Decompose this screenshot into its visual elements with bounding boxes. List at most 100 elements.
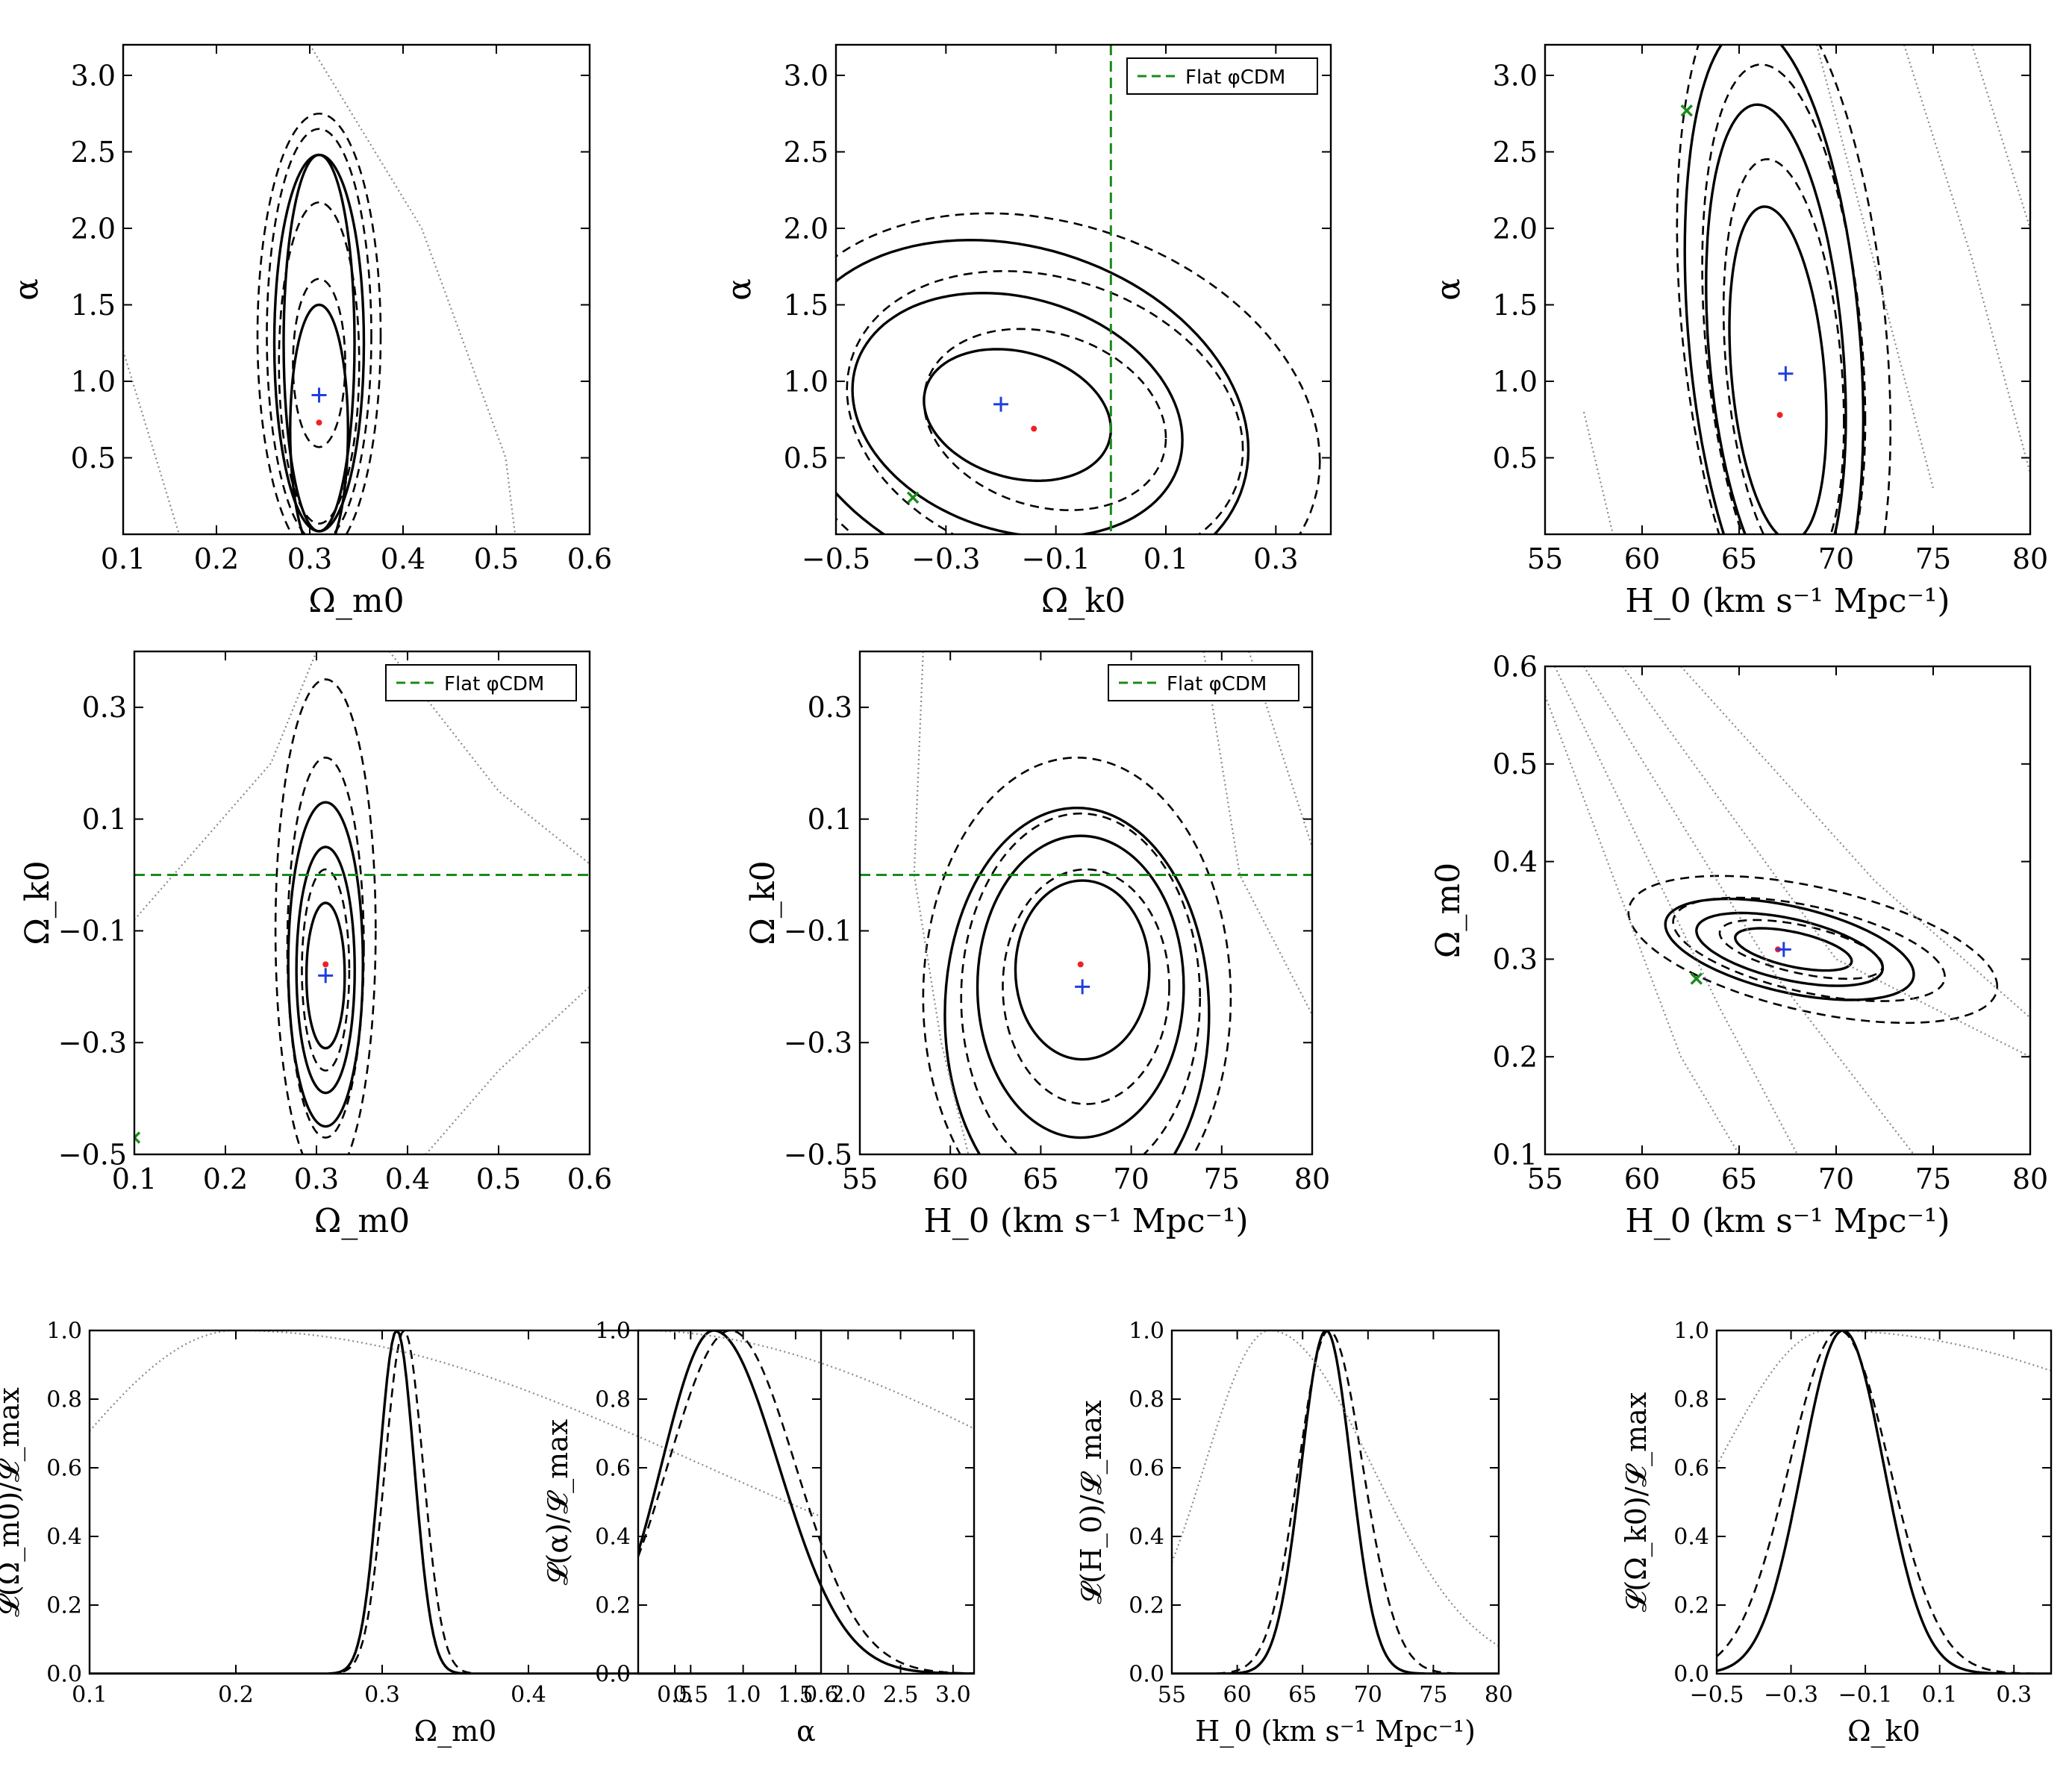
y-tick-label: 0.3 — [1493, 943, 1538, 976]
likelihood-solid — [638, 1330, 974, 1674]
x-tick-label: 65 — [1288, 1682, 1317, 1708]
y-tick-label: −0.5 — [784, 1138, 852, 1171]
plot-area-h0-ok — [860, 651, 1312, 1154]
x-tick-label: 70 — [1818, 1163, 1854, 1195]
x-axis-label: α — [796, 1715, 816, 1748]
y-tick-label: 0.0 — [1673, 1662, 1709, 1688]
x-axis-label: Ω_k0 — [1041, 582, 1126, 620]
x-tick-label: 2.5 — [883, 1682, 919, 1708]
y-tick-label: 0.6 — [1673, 1456, 1709, 1482]
contour-solid — [1728, 205, 1828, 534]
x-tick-label: 60 — [1624, 542, 1660, 575]
y-tick-label: 0.3 — [808, 691, 852, 724]
y-tick-label: 2.5 — [1493, 136, 1538, 169]
contour-dashed — [960, 812, 1201, 1154]
contour-dotted — [1815, 45, 1935, 489]
plot-area-L-om — [90, 1330, 821, 1674]
y-axis-label: α — [1429, 278, 1467, 301]
contour-solid — [305, 901, 346, 1050]
y-tick-label: 0.6 — [595, 1456, 631, 1482]
contour-dotted — [1903, 45, 2030, 474]
axes-frame — [1544, 665, 2032, 1156]
x-axis-label: H_0 (km s⁻¹ Mpc⁻¹) — [1625, 582, 1950, 620]
x-tick-label: 0.3 — [364, 1682, 400, 1708]
contour-dotted — [1622, 666, 2030, 1058]
best-fit-red-dot — [1077, 961, 1084, 968]
green-x-marker — [1690, 972, 1703, 985]
contour-dashed — [922, 757, 1232, 1154]
x-tick-label: 60 — [1624, 1163, 1660, 1195]
x-tick-label: 70 — [1354, 1682, 1382, 1708]
y-tick-label: 3.0 — [784, 59, 829, 92]
contour-dashed — [301, 868, 351, 1072]
contour-solid — [943, 807, 1211, 1154]
x-tick-label: 0.4 — [385, 1163, 430, 1195]
axes-frame — [834, 43, 1332, 536]
contour-solid — [1683, 45, 1865, 534]
plot-area-h0-om — [1545, 666, 2030, 1154]
panel-L-h0: 55 60 65 70 75 80 0.0 0.2 0.4 0.6 0.8 1.0 H_0 (km s⁻… — [1075, 1319, 1513, 1749]
x-axis-label: Ω_m0 — [414, 1715, 497, 1748]
x-tick-label: −0.1 — [1022, 542, 1090, 575]
legend-label: Flat φCDM — [444, 673, 544, 695]
y-tick-label: 0.1 — [808, 803, 852, 836]
likelihood-dashed — [638, 1330, 974, 1674]
contour-dotted — [1202, 651, 1312, 1016]
contour-dotted — [309, 45, 517, 534]
contour-dotted — [1970, 45, 2030, 229]
x-tick-label: 0.4 — [511, 1682, 546, 1708]
y-tick-label: 0.6 — [1493, 650, 1538, 683]
y-tick-label: 1.5 — [71, 289, 116, 322]
x-tick-label: 0.3 — [1996, 1682, 2032, 1708]
x-tick-label: 75 — [1915, 1163, 1951, 1195]
y-axis-label: 𝓛(Ω_k0)/𝓛_max — [1620, 1392, 1653, 1613]
y-tick-label: 1.0 — [784, 365, 829, 398]
x-tick-label: 0.5 — [657, 1682, 693, 1708]
plot-area-L-ok — [1717, 1330, 2051, 1674]
x-tick-label: 75 — [1204, 1163, 1240, 1195]
y-tick-label: 0.8 — [595, 1387, 631, 1413]
x-tick-label: 80 — [2012, 1163, 2048, 1195]
best-fit-blue-cross — [993, 396, 1008, 412]
panel-L-om: 0.1 0.2 0.3 0.4 0.5 0.6 0.0 0.2 0.4 0.6 0.8 1.0 Ω_m0… — [0, 1319, 839, 1749]
best-fit-red-dot — [322, 961, 329, 968]
x-tick-label: 65 — [1023, 1163, 1058, 1195]
contour-dotted — [1680, 666, 2030, 1019]
green-x-marker — [1680, 104, 1694, 117]
y-tick-label: 0.4 — [1673, 1524, 1709, 1551]
best-fit-red-dot — [1031, 425, 1037, 432]
y-tick-label: 1.0 — [595, 1319, 631, 1345]
contour-solid — [976, 834, 1185, 1139]
y-axis-label: Ω_m0 — [1429, 863, 1467, 958]
y-tick-label: 3.0 — [1493, 59, 1538, 92]
x-tick-label: 60 — [1223, 1682, 1252, 1708]
y-tick-label: −0.3 — [58, 1027, 127, 1060]
y-tick-label: 0.4 — [1129, 1524, 1164, 1551]
best-fit-blue-cross — [311, 387, 327, 403]
contour-solid — [295, 845, 356, 1095]
plot-area-L-h0 — [1172, 1330, 1499, 1674]
y-tick-label: 0.2 — [595, 1593, 631, 1619]
x-tick-label: 70 — [1113, 1163, 1149, 1195]
x-tick-label: 0.1 — [1143, 542, 1188, 575]
contour-solid — [1014, 879, 1151, 1061]
contour-dashed — [1722, 157, 1845, 534]
contour-dashed — [1002, 868, 1170, 1105]
legend-label: Flat φCDM — [1167, 673, 1267, 695]
x-tick-label: 0.5 — [476, 1163, 521, 1195]
plot-area-ok-alpha — [836, 45, 1321, 534]
contour-solid — [923, 348, 1113, 483]
x-tick-label: 55 — [1527, 1163, 1563, 1195]
x-tick-label: 1.5 — [778, 1682, 814, 1708]
y-tick-label: −0.1 — [784, 915, 852, 948]
contour-solid — [1695, 911, 1885, 987]
x-tick-label: −0.3 — [1764, 1682, 1818, 1708]
y-axis-label: α — [7, 278, 46, 301]
best-fit-red-dot — [316, 419, 322, 426]
axes-frame — [858, 650, 1314, 1156]
x-tick-label: 0.2 — [218, 1682, 254, 1708]
x-tick-label: 75 — [1915, 542, 1951, 575]
best-fit-blue-cross — [1778, 366, 1794, 381]
y-tick-label: 0.0 — [1129, 1662, 1164, 1688]
best-fit-blue-cross — [1776, 942, 1791, 957]
